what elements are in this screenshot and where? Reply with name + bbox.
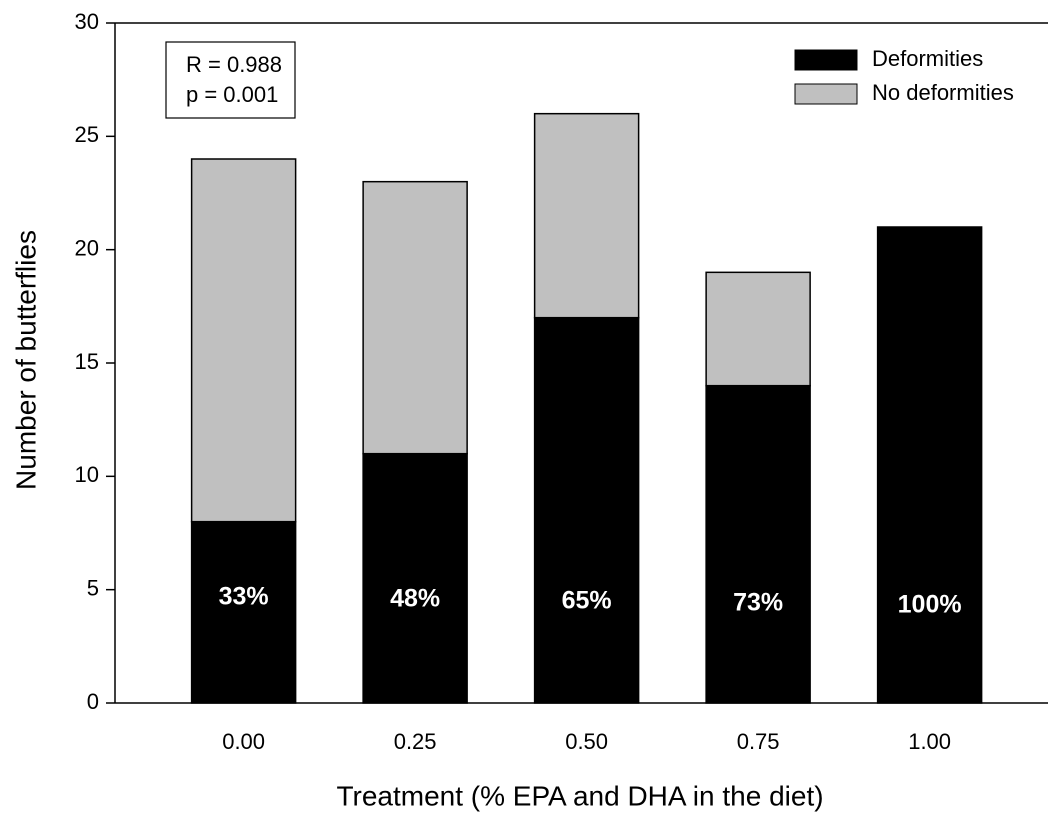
x-tick-label: 0.25 (394, 729, 437, 754)
legend-label: Deformities (872, 46, 983, 71)
bar-segment (705, 271, 811, 387)
bar-segment (533, 112, 640, 319)
stats-text: p = 0.001 (186, 82, 278, 107)
legend-swatch (794, 83, 858, 105)
bar-segment (533, 316, 640, 704)
y-tick-label: 0 (87, 689, 99, 714)
legend-swatch (794, 49, 858, 71)
bar-segment (876, 226, 983, 704)
bar-annotation: 65% (562, 587, 612, 615)
x-tick-label: 0.50 (565, 729, 608, 754)
legend-label: No deformities (872, 80, 1014, 105)
bar-segment (190, 158, 297, 523)
y-tick-label: 15 (75, 349, 99, 374)
y-tick-label: 25 (75, 122, 99, 147)
x-axis-title: Treatment (% EPA and DHA in the diet) (336, 780, 823, 811)
bar-annotation: 100% (898, 591, 962, 619)
y-tick-label: 20 (75, 235, 99, 260)
y-axis-title: Number of butterflies (10, 230, 41, 490)
bar-segment (362, 452, 468, 704)
stats-box (165, 41, 296, 119)
stats-text: R = 0.988 (186, 52, 282, 77)
y-tick-label: 5 (87, 575, 99, 600)
y-tick-label: 30 (75, 9, 99, 34)
x-tick-label: 0.75 (737, 729, 780, 754)
bar-annotation: 33% (219, 583, 269, 611)
y-tick-label: 10 (75, 462, 99, 487)
bar-segment (190, 520, 297, 704)
bar-segment (362, 180, 468, 455)
x-tick-label: 0.00 (222, 729, 265, 754)
bar-annotation: 73% (733, 589, 783, 617)
x-tick-label: 1.00 (908, 729, 951, 754)
bar-segment (705, 384, 811, 704)
bar-annotation: 48% (390, 585, 440, 613)
